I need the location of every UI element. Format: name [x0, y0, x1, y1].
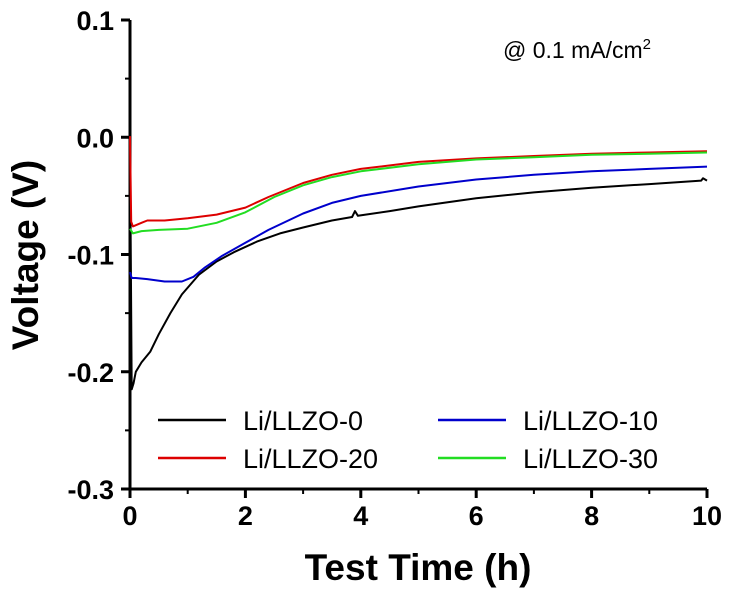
series-line-li-llzo-30 [129, 151, 708, 235]
y-tick-label: 0.0 [76, 123, 114, 153]
x-tick-label: 2 [238, 501, 253, 531]
series-line-li-llzo-20 [129, 136, 708, 228]
x-tick-label: 4 [353, 501, 368, 531]
y-tick-label: -0.1 [67, 241, 114, 271]
legend: Li/LLZO-0 Li/LLZO-10 Li/LLZO-20 Li/LLZO-30 [158, 406, 658, 474]
y-axis-ticks: 0.1 0.0 -0.1 -0.2 -0.3 [67, 6, 130, 505]
y-tick-label: -0.3 [67, 475, 114, 505]
legend-label: Li/LLZO-10 [523, 406, 658, 436]
x-tick-label: 0 [122, 501, 137, 531]
series-layer [129, 136, 708, 391]
annotation-text: @ 0.1 mA/cm [503, 37, 643, 63]
current-density-annotation: @ 0.1 mA/cm2 [503, 36, 651, 63]
legend-label: Li/LLZO-20 [243, 444, 378, 474]
y-tick-label: 0.1 [76, 6, 114, 36]
y-axis-title: Voltage (V) [5, 160, 46, 351]
annotation-superscript: 2 [643, 36, 651, 53]
x-tick-label: 6 [469, 501, 484, 531]
series-line-li-llzo-10 [129, 165, 708, 283]
x-tick-label: 8 [584, 501, 599, 531]
x-axis-ticks: 0 2 4 6 8 10 [122, 489, 722, 531]
x-axis-title: Test Time (h) [305, 547, 532, 588]
legend-label: Li/LLZO-0 [243, 406, 363, 436]
legend-label: Li/LLZO-30 [523, 444, 658, 474]
y-tick-label: -0.2 [67, 358, 114, 388]
series-line-li-llzo-0 [129, 138, 708, 391]
x-tick-label: 10 [692, 501, 722, 531]
